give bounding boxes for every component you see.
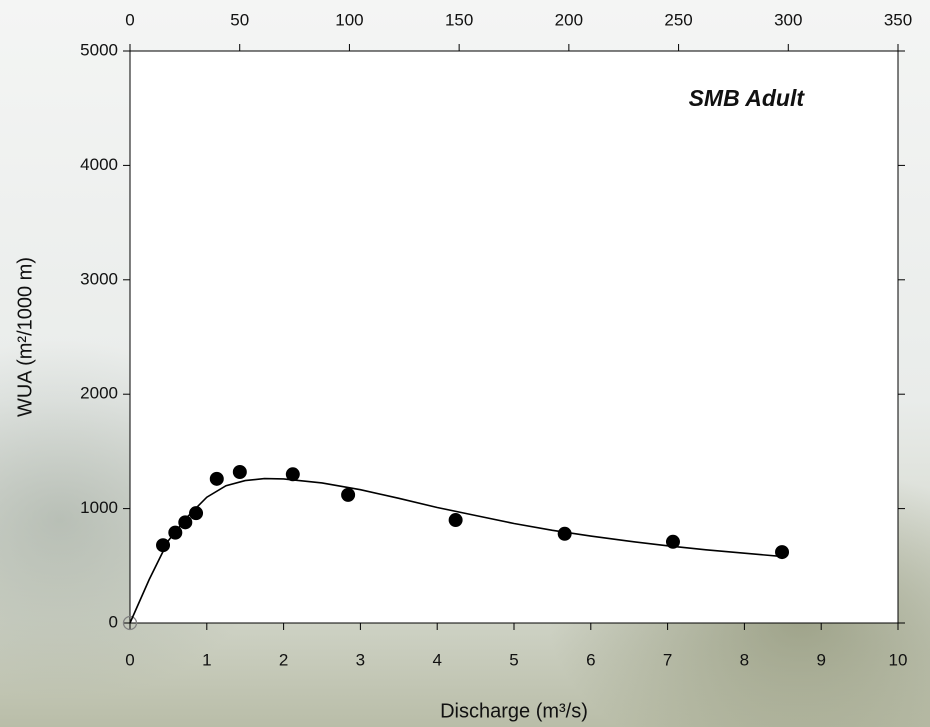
x2-tick-label: 300 — [774, 10, 802, 29]
x2-tick-label: 100 — [335, 10, 363, 29]
fit-line — [129, 477, 783, 624]
data-point — [189, 506, 204, 521]
y-tick-label: 4000 — [80, 155, 118, 174]
x2-tick-label: 350 — [884, 10, 912, 29]
x2-tick-label: 150 — [445, 10, 473, 29]
y-axis-title: WUA (m²/1000 m) — [14, 257, 36, 417]
y-tick-label: 1000 — [80, 498, 118, 517]
y-tick-label: 3000 — [80, 269, 118, 288]
open-point — [122, 615, 138, 631]
x-tick-label: 1 — [202, 650, 211, 669]
data-point — [775, 545, 790, 560]
x-tick-label: 7 — [663, 650, 672, 669]
y-tick-label: 5000 — [80, 40, 118, 59]
x-tick-label: 2 — [279, 650, 288, 669]
x-tick-label: 8 — [740, 650, 749, 669]
x2-tick-label: 0 — [125, 10, 134, 29]
x-tick-label: 9 — [816, 650, 825, 669]
annotation: SMB Adult — [689, 85, 806, 111]
y-tick-label: 0 — [109, 612, 118, 631]
data-point — [209, 471, 224, 486]
data-point — [448, 513, 463, 528]
x-tick-label: 10 — [889, 650, 908, 669]
x-tick-label: 4 — [432, 650, 441, 669]
x2-tick-label: 250 — [664, 10, 692, 29]
data-point — [665, 534, 680, 549]
data-point — [285, 467, 300, 482]
x-tick-label: 5 — [509, 650, 518, 669]
data-point — [557, 526, 572, 541]
x-tick-label: 0 — [125, 650, 134, 669]
data-point — [178, 515, 193, 530]
x2-tick-label: 200 — [555, 10, 583, 29]
data-point — [341, 487, 356, 502]
plot-area — [130, 51, 898, 623]
x2-tick-label: 50 — [230, 10, 249, 29]
x-axis-title: Discharge (m³/s) — [440, 700, 588, 722]
x-tick-label: 6 — [586, 650, 595, 669]
y-tick-label: 2000 — [80, 384, 118, 403]
x-tick-label: 3 — [356, 650, 365, 669]
data-point — [232, 464, 247, 479]
